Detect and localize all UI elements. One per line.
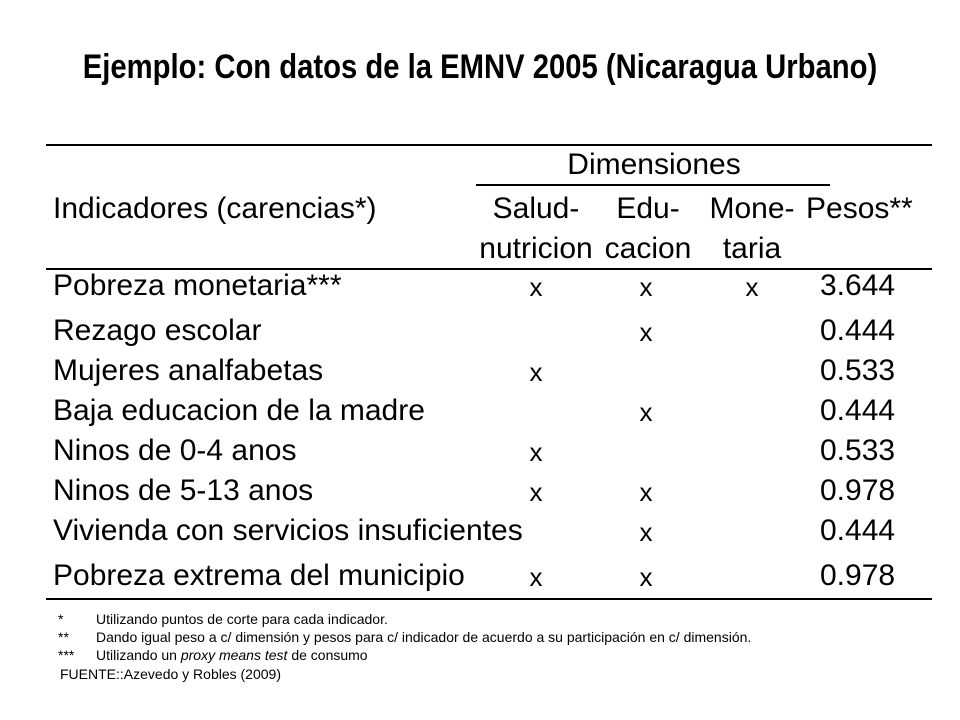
row-3-label: Baja educacion de la madre bbox=[53, 394, 425, 427]
row-1-peso: 0.444 bbox=[820, 314, 896, 347]
row-header-indicadores: Indicadores (carencias*) bbox=[53, 192, 377, 225]
row-6-label: Vivienda con servicios insuficientes bbox=[53, 514, 523, 547]
footnote-1-text: Utilizando puntos de corte para cada ind… bbox=[96, 611, 388, 627]
footnote-1-symbol: * bbox=[58, 611, 64, 627]
table-top-rule bbox=[46, 144, 932, 146]
row-5-peso: 0.978 bbox=[820, 474, 896, 507]
row-5-label: Ninos de 5-13 anos bbox=[53, 474, 314, 507]
slide-title: Ejemplo: Con datos de la EMNV 2005 (Nica… bbox=[82, 48, 878, 86]
footnote-3-text-post: de consumo bbox=[287, 647, 368, 663]
row-1-label: Rezago escolar bbox=[53, 314, 262, 347]
row-0-peso: 3.644 bbox=[820, 269, 896, 302]
row-7-educacion-mark: x bbox=[639, 562, 653, 592]
table-bottom-rule bbox=[46, 598, 932, 600]
col-header-educacion-line1: Edu- bbox=[616, 192, 680, 225]
footnote-2-text: Dando igual peso a c/ dimensión y pesos … bbox=[96, 629, 752, 645]
row-4-salud-mark: x bbox=[529, 437, 543, 467]
row-4-peso: 0.533 bbox=[820, 434, 896, 467]
row-5-educacion-mark: x bbox=[639, 477, 653, 507]
group-header-dimensiones: Dimensiones bbox=[567, 148, 741, 181]
row-6-peso: 0.444 bbox=[820, 514, 896, 547]
row-2-peso: 0.533 bbox=[820, 354, 896, 387]
row-0-educacion-mark: x bbox=[639, 272, 653, 302]
col-header-salud-line1: Salud- bbox=[492, 192, 580, 225]
footnote-3-text-italic: proxy means test bbox=[180, 647, 288, 663]
row-6-educacion-mark: x bbox=[639, 517, 653, 547]
row-2-salud-mark: x bbox=[529, 357, 543, 387]
row-0-salud-mark: x bbox=[529, 272, 543, 302]
row-7-salud-mark: x bbox=[529, 562, 543, 592]
row-7-label: Pobreza extrema del municipio bbox=[53, 559, 465, 592]
row-3-peso: 0.444 bbox=[820, 394, 896, 427]
footnote-3-symbol: *** bbox=[58, 647, 75, 663]
row-1-educacion-mark: x bbox=[639, 317, 653, 347]
col-header-monetaria-line1: Mone- bbox=[709, 192, 795, 225]
footnote-2: ** Dando igual peso a c/ dimensión y peso… bbox=[58, 629, 751, 645]
row-0-monetaria-mark: x bbox=[745, 272, 759, 302]
col-header-salud-line2: nutricion bbox=[479, 232, 593, 265]
col-header-educacion-line2: cacion bbox=[604, 232, 692, 265]
row-2-label: Mujeres analfabetas bbox=[53, 354, 324, 387]
col-header-pesos: Pesos** bbox=[806, 192, 913, 225]
row-0-label: Pobreza monetaria*** bbox=[53, 269, 342, 302]
group-header-rule bbox=[476, 184, 830, 186]
row-7-peso: 0.978 bbox=[820, 559, 896, 592]
footnote-2-symbol: ** bbox=[58, 629, 69, 645]
header-bottom-rule bbox=[46, 268, 932, 270]
footnote-1: * Utilizando puntos de corte para cada in… bbox=[58, 611, 388, 627]
col-header-monetaria-line2: taria bbox=[722, 232, 782, 265]
footnote-3: *** Utilizando un proxy means test de con… bbox=[58, 647, 368, 663]
footnote-3-text-pre: Utilizando un bbox=[96, 647, 181, 663]
row-3-educacion-mark: x bbox=[639, 397, 653, 427]
source-note: FUENTE::Azevedo y Robles (2009) bbox=[60, 666, 281, 682]
row-4-label: Ninos de 0-4 anos bbox=[53, 434, 297, 467]
row-5-salud-mark: x bbox=[529, 477, 543, 507]
